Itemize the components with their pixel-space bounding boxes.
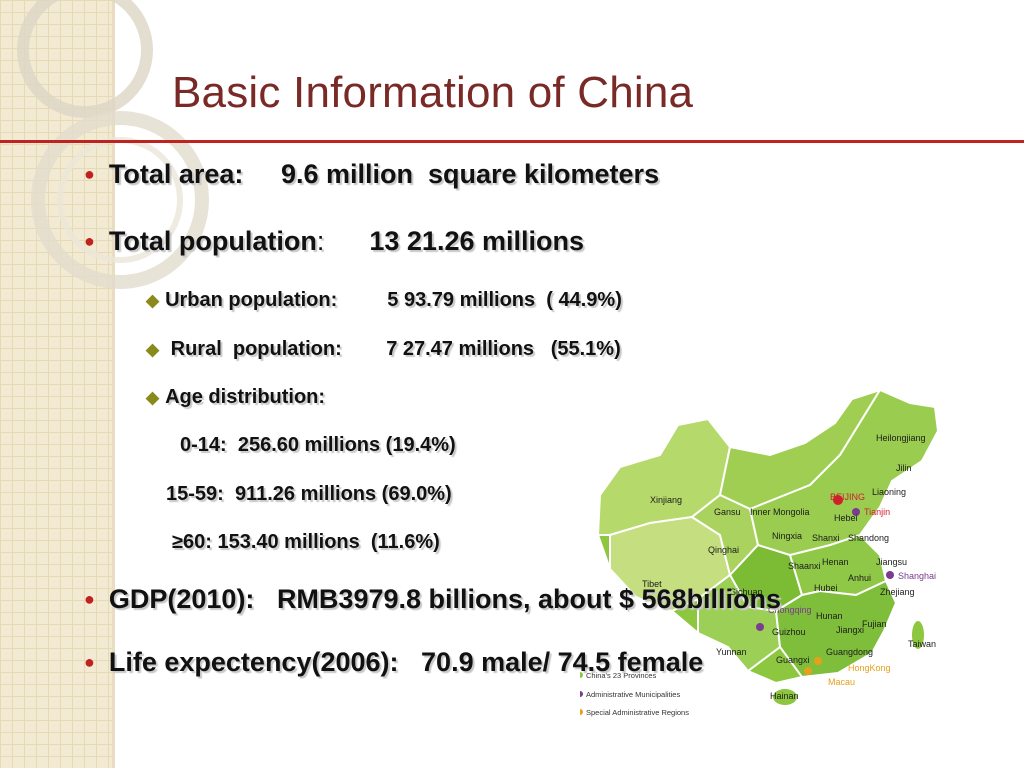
total-area-value: 9.6 million square kilometers (280, 159, 660, 189)
decorative-rings (17, 0, 209, 289)
gdp-row: ● GDP(2010): RMB3979.8 billions, about $ … (84, 584, 781, 615)
total-population-row: ● Total population: 13 21.26 millions (84, 226, 584, 257)
rural-population-row: ◆ Rural population: 7 27.47 millions (55… (146, 338, 621, 361)
map-label: Shanghai (898, 571, 936, 581)
map-label: Yunnan (716, 647, 747, 657)
map-label: Shaanxi (788, 561, 821, 571)
bullet-dot-icon: ● (84, 164, 95, 184)
total-population-label: Total population (108, 226, 317, 256)
map-label: Hubei (814, 583, 838, 593)
map-legend: China's 23 Provinces Administrative Muni… (580, 671, 689, 717)
diamond-bullet-icon: ◆ (146, 291, 160, 310)
age-0-14-label: 0-14: (180, 434, 227, 456)
total-population-value: 13 21.26 millions (369, 226, 584, 256)
map-label: Sichuan (730, 587, 763, 597)
age-0-14-row: 0-14: 256.60 millions (19.4%) (180, 434, 456, 457)
life-expectancy-value: 70.9 male/ 74.5 female (421, 647, 704, 677)
legend-label: Administrative Municipalities (586, 690, 680, 699)
map-label: Qinghai (708, 545, 739, 555)
map-label: Shandong (848, 533, 889, 543)
map-label: Guangxi (776, 655, 810, 665)
map-label: Macau (828, 677, 855, 687)
china-map: Heilongjiang Jilin Liaoning BEIJING Tian… (580, 388, 940, 717)
map-label: Ningxia (772, 531, 802, 541)
gdp-value: RMB3979.8 billions, about $ 568billions (276, 584, 782, 614)
urban-population-value: 5 93.79 millions ( 44.9%) (387, 289, 622, 311)
total-area-row: ● Total area: 9.6 million square kilomete… (84, 159, 659, 190)
life-expectancy-row: ● Life expectency(2006): 70.9 male/ 74.5 … (84, 647, 703, 678)
map-label: Gansu (714, 507, 741, 517)
map-label: Chongqing (768, 605, 812, 615)
urban-population-label: Urban population: (165, 289, 338, 311)
map-label: Xinjiang (650, 495, 682, 505)
taiwan-island (912, 621, 924, 649)
map-label: Henan (822, 557, 849, 567)
map-label: Jiangxi (836, 625, 864, 635)
map-label: Tibet (642, 579, 662, 589)
age-15-59-label: 15-59: (166, 483, 224, 505)
map-label: Guangdong (826, 647, 873, 657)
total-population-colon: : (316, 226, 325, 256)
map-label: Taiwan (908, 639, 936, 649)
map-label: Shanxi (812, 533, 840, 543)
age-60-plus-row: ≥60: 153.40 millions (11.6%) (172, 531, 440, 554)
title-divider (0, 140, 1024, 143)
map-label: BEIJING (830, 492, 865, 502)
total-area-label: Total area: (108, 159, 244, 189)
map-label: Fujian (862, 619, 887, 629)
life-expectancy-label: Life expectency(2006): (108, 647, 399, 677)
map-label: Liaoning (872, 487, 906, 497)
bullet-dot-icon: ● (84, 652, 95, 672)
map-label: Zhejiang (880, 587, 915, 597)
rural-population-value: 7 27.47 millions (55.1%) (386, 338, 621, 360)
map-label: Jiangsu (876, 557, 907, 567)
age-60-plus-value: 153.40 millions (11.6%) (217, 531, 440, 553)
diamond-bullet-icon: ◆ (146, 388, 160, 407)
map-label: Anhui (848, 573, 871, 583)
map-label: Hebei (834, 513, 858, 523)
rural-population-label: Rural population: (170, 338, 342, 360)
map-label: Inner Mongolia (750, 507, 810, 517)
age-60-plus-label: ≥60: (172, 531, 212, 553)
map-label: Guizhou (772, 627, 806, 637)
age-15-59-row: 15-59: 911.26 millions (69.0%) (166, 483, 452, 506)
age-distribution-row: ◆ Age distribution: (146, 386, 325, 409)
bullet-dot-icon: ● (84, 589, 95, 609)
map-label: Hainan (770, 691, 799, 701)
urban-population-row: ◆ Urban population: 5 93.79 millions ( 44… (146, 289, 622, 312)
hainan-island (773, 689, 797, 705)
map-label: Tianjin (864, 507, 890, 517)
map-label: Jilin (896, 463, 912, 473)
bullet-dot-icon: ● (84, 231, 95, 251)
age-distribution-label: Age distribution: (165, 386, 326, 408)
strip-edge (112, 0, 115, 768)
gdp-label: GDP(2010): (108, 584, 255, 614)
legend-label: China's 23 Provinces (586, 671, 656, 680)
age-0-14-value: 256.60 millions (19.4%) (237, 434, 456, 456)
diamond-bullet-icon: ◆ (146, 340, 160, 359)
map-label: Heilongjiang (876, 433, 926, 443)
age-15-59-value: 911.26 millions (69.0%) (234, 483, 452, 505)
slide-title: Basic Information of China (172, 68, 694, 117)
legend-label: Special Administrative Regions (586, 708, 689, 717)
map-label: HongKong (848, 663, 891, 673)
map-label: Hunan (816, 611, 843, 621)
